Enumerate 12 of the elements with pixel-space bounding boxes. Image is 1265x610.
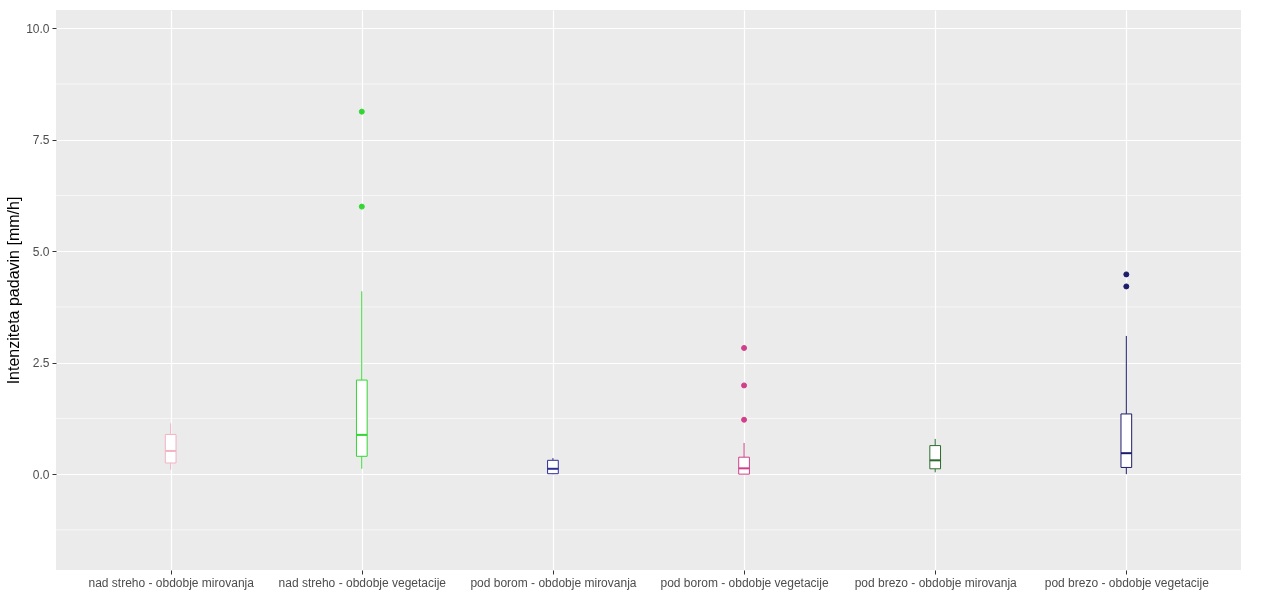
y-tick-label: 7.5 xyxy=(32,133,50,148)
x-tick-label: pod borom - obdobje vegetacije xyxy=(660,575,829,590)
y-axis-title: Intenziteta padavin [mm/h] xyxy=(5,196,23,385)
x-tick-label: pod borom - obdobje mirovanja xyxy=(470,575,637,590)
x-tick-label: nad streho - obdobje mirovanja xyxy=(88,575,255,590)
x-tick-label: nad streho - obdobje vegetacije xyxy=(278,575,447,590)
x-tick-label: pod brezo - obdobje mirovanja xyxy=(854,575,1018,590)
y-tick-label: 0.0 xyxy=(32,467,50,482)
x-tick-label: pod brezo - obdobje vegetacije xyxy=(1044,575,1210,590)
y-tick-label: 5.0 xyxy=(32,244,50,259)
y-tick-label: 2.5 xyxy=(32,356,50,371)
y-tick-label: 10.0 xyxy=(26,21,50,36)
